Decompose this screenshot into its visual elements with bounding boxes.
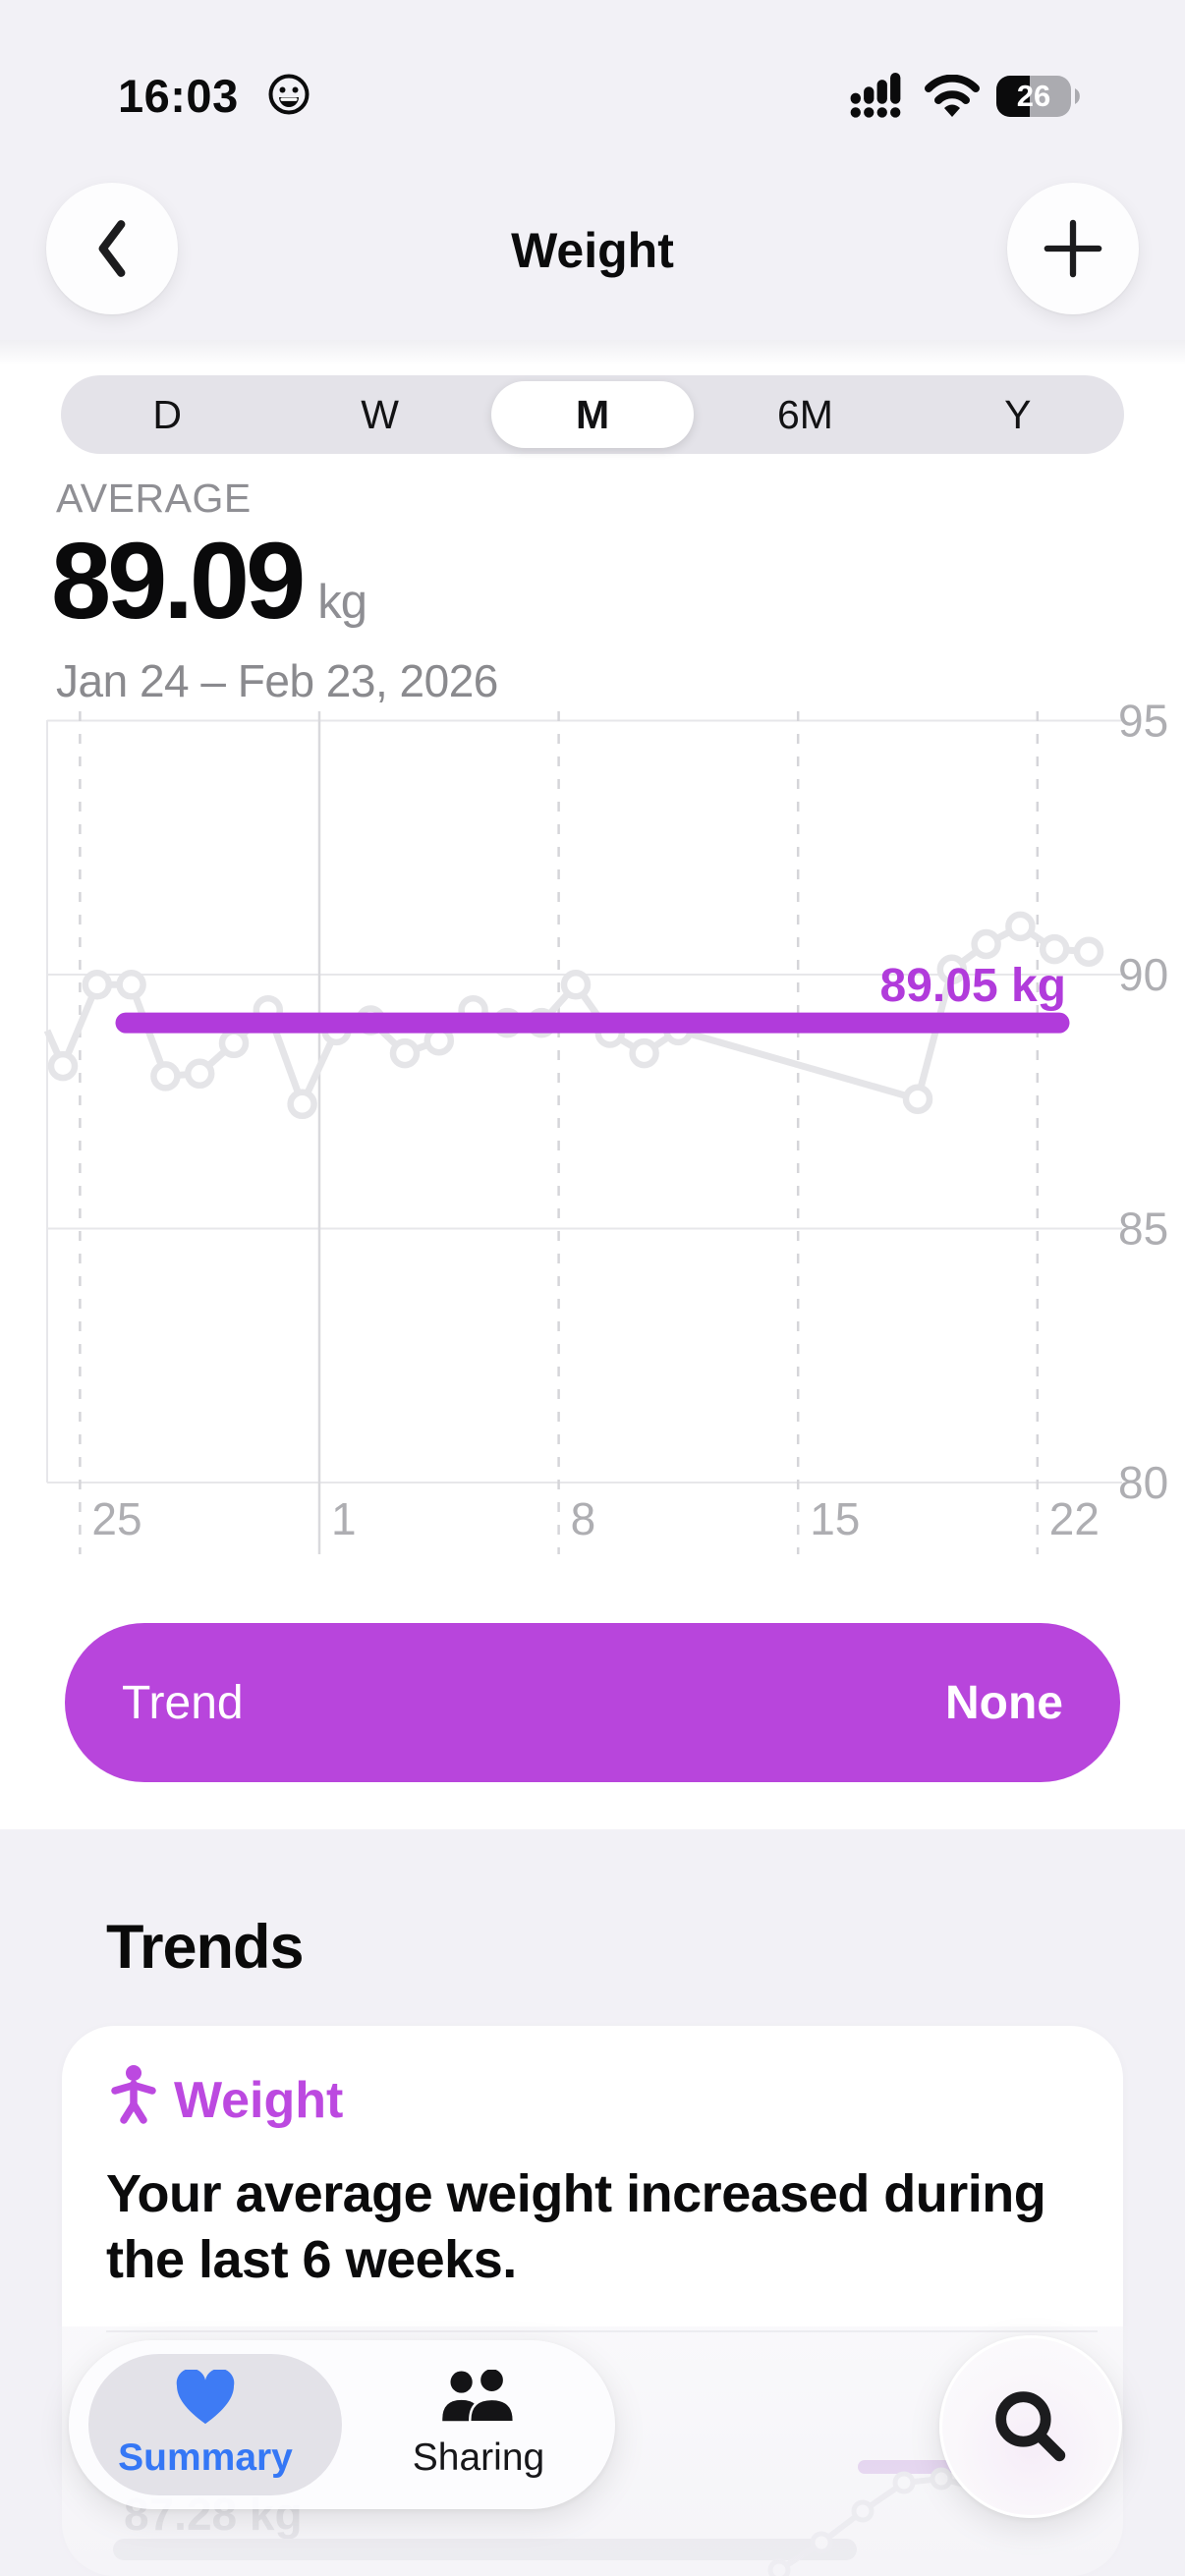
tab-sharing[interactable]: Sharing xyxy=(342,2340,615,2509)
x-axis-label: 15 xyxy=(810,1493,860,1544)
segment-selected-pill xyxy=(491,381,694,448)
status-time: 16:03 xyxy=(118,70,239,122)
wifi-icon xyxy=(925,75,980,117)
trend-value: None xyxy=(945,1676,1063,1729)
average-line-label: 89.05 kg xyxy=(880,960,1066,1012)
person-figure-icon xyxy=(111,2065,156,2124)
average-unit: kg xyxy=(317,576,367,629)
weight-line-chart[interactable]: 95 90 85 80 25 1 8 15 22 89.05 kg xyxy=(0,688,1185,1572)
plus-icon xyxy=(1044,219,1102,278)
y-axis-label: 95 xyxy=(1118,696,1168,747)
data-point-marker xyxy=(287,1089,317,1120)
data-point-marker xyxy=(116,970,146,1000)
x-axis-label: 8 xyxy=(571,1493,596,1544)
page-title: Weight xyxy=(511,223,674,278)
y-axis-label: 85 xyxy=(1118,1204,1168,1255)
data-point-marker xyxy=(1073,936,1104,967)
data-point-marker xyxy=(1005,911,1036,942)
trend-row-button[interactable]: Trend None xyxy=(65,1623,1120,1782)
add-data-button[interactable] xyxy=(1007,183,1139,314)
data-point-marker xyxy=(560,970,592,1000)
average-value: 89.09 xyxy=(51,521,306,642)
grinning-face-emoji xyxy=(268,74,310,115)
back-button[interactable] xyxy=(46,183,178,314)
data-point-marker xyxy=(902,1084,933,1114)
data-point-marker xyxy=(1039,933,1070,965)
y-axis-label: 90 xyxy=(1118,949,1168,1000)
x-axis-label: 1 xyxy=(331,1493,357,1544)
segment-option-sixmonth[interactable]: 6M xyxy=(776,391,833,437)
tab-sharing-label: Sharing xyxy=(412,2436,545,2479)
data-point-marker xyxy=(82,970,113,1000)
trend-label: Trend xyxy=(122,1676,244,1729)
segment-option-week[interactable]: W xyxy=(361,391,399,437)
data-point-marker xyxy=(389,1037,421,1069)
segment-option-year[interactable]: Y xyxy=(1004,391,1032,437)
magnifier-icon xyxy=(995,2391,1066,2462)
data-point-marker xyxy=(47,1050,79,1082)
search-button[interactable] xyxy=(939,2335,1122,2518)
segment-option-day[interactable]: D xyxy=(152,391,182,437)
data-point-marker xyxy=(150,1061,181,1092)
average-value-row: 89.09 kg xyxy=(51,519,367,644)
data-point-marker xyxy=(971,928,1001,960)
chevron-left-icon xyxy=(98,220,126,277)
sheet-top-fade xyxy=(0,340,1185,365)
battery-percent: 26 xyxy=(1017,79,1050,113)
average-label: AVERAGE xyxy=(56,476,252,521)
data-point-marker xyxy=(184,1058,215,1090)
heart-icon xyxy=(176,2370,235,2425)
cellular-signal-icon xyxy=(850,73,901,118)
battery-icon: 26 xyxy=(996,76,1080,117)
segment-option-month[interactable]: M xyxy=(575,391,610,437)
tab-summary[interactable]: Summary xyxy=(69,2340,342,2509)
segment-options: D W M 6M Y xyxy=(61,375,1124,454)
people-icon xyxy=(442,2370,515,2424)
card-category-label: Weight xyxy=(174,2072,344,2129)
date-range: Jan 24 – Feb 23, 2026 xyxy=(56,655,498,706)
data-point-marker xyxy=(218,1028,250,1059)
tab-summary-label: Summary xyxy=(118,2436,293,2479)
x-axis-label: 22 xyxy=(1049,1493,1100,1544)
data-point-marker xyxy=(629,1037,659,1069)
tab-bar: Summary Sharing xyxy=(69,2340,615,2509)
y-axis-label: 80 xyxy=(1118,1457,1168,1508)
card-message: Your average weight increased during the… xyxy=(106,2164,1046,2289)
x-axis-label: 25 xyxy=(91,1493,141,1544)
trends-heading: Trends xyxy=(106,1913,305,1982)
data-point-marker xyxy=(936,954,968,985)
